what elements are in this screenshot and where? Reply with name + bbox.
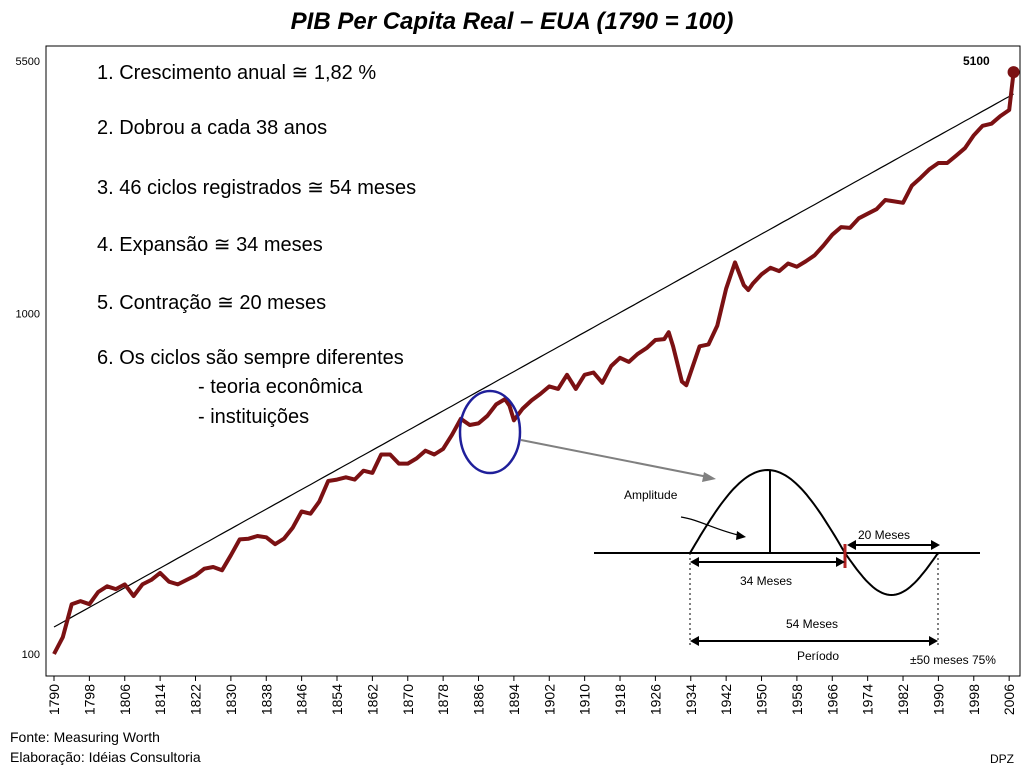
x-tick-label: 1990 — [930, 684, 946, 715]
x-tick-label: 1878 — [435, 684, 451, 715]
x-tick-label: 2006 — [1001, 684, 1017, 715]
expansion-arrow-head-left — [690, 557, 699, 567]
x-tick-label: 1894 — [506, 684, 522, 715]
note-6: 6. Os ciclos são sempre diferentes — [97, 347, 404, 369]
y-tick-label: 5500 — [16, 56, 40, 68]
note-4: 4. Expansão ≅ 34 meses — [97, 234, 323, 256]
highlight-layer — [458, 389, 716, 482]
x-axis: 1790 1798 1806 1814 1822 1830 1838 1846 1854 1862… — [46, 676, 1017, 715]
x-tick-label: 1974 — [860, 684, 876, 715]
x-tick-label: 1910 — [577, 684, 593, 715]
contraction-arrow-head-left — [847, 540, 856, 550]
end-point-marker — [1007, 66, 1020, 79]
x-tick-label: 1918 — [612, 684, 628, 715]
note-6b: - instituições — [198, 406, 310, 428]
y-tick-label: 100 — [22, 649, 40, 661]
author-tag: DPZ — [990, 752, 1014, 766]
plot-border — [45, 45, 1021, 677]
callout-arrow-head — [702, 472, 716, 482]
note-3: 3. 46 ciclos registrados ≅ 54 meses — [97, 177, 417, 199]
x-tick-label: 1886 — [471, 684, 487, 715]
cycle-arrow-head-left — [690, 636, 699, 646]
x-tick-label: 1942 — [718, 684, 734, 715]
period-footnote: ±50 meses 75% — [910, 653, 996, 667]
callout-arrow-line — [520, 439, 709, 478]
y-axis: 100 1000 5500 — [16, 56, 40, 661]
series-layer — [52, 66, 1020, 655]
cycle-label: 54 Meses — [786, 617, 839, 631]
amplitude-pointer — [680, 516, 743, 537]
cycle-arrow-head-right — [929, 636, 938, 646]
x-tick-label: 1830 — [223, 684, 239, 715]
expansion-arrow-head-right — [836, 557, 845, 567]
end-value-label: 5100 — [963, 54, 990, 68]
trend-line — [53, 93, 1014, 628]
highlight-ellipse — [458, 389, 522, 475]
amplitude-label: Amplitude — [624, 488, 678, 502]
x-tick-label: 1790 — [46, 684, 62, 715]
amplitude-pointer-head — [736, 531, 746, 540]
x-tick-label: 1950 — [754, 684, 770, 715]
x-tick-label: 1958 — [789, 684, 805, 715]
x-tick-label: 1822 — [188, 684, 204, 715]
y-tick-label: 1000 — [16, 308, 40, 320]
source-text: Fonte: Measuring Worth — [10, 729, 160, 745]
x-tick-label: 1814 — [152, 684, 168, 715]
contraction-label: 20 Meses — [858, 528, 911, 542]
x-tick-label: 1862 — [364, 684, 380, 715]
x-tick-label: 1902 — [541, 684, 557, 715]
x-tick-label: 1846 — [294, 684, 310, 715]
elaboration-text: Elaboração: Idéias Consultoria — [10, 749, 201, 765]
note-2: 2. Dobrou a cada 38 anos — [97, 117, 328, 139]
x-tick-label: 1998 — [966, 684, 982, 715]
plot-frame — [45, 45, 1021, 677]
x-tick-label: 1854 — [329, 684, 345, 715]
cycle-wave — [689, 468, 939, 597]
gdp-series-line — [52, 71, 1016, 655]
note-6a: - teoria econômica — [198, 376, 363, 398]
x-tick-label: 1806 — [117, 684, 133, 715]
x-tick-label: 1926 — [647, 684, 663, 715]
x-tick-label: 1838 — [258, 684, 274, 715]
period-label: Período — [797, 649, 840, 663]
x-tick-label: 1934 — [683, 684, 699, 715]
contraction-arrow-head-right — [931, 540, 940, 550]
x-tick-label: 1966 — [824, 684, 840, 715]
chart-title: PIB Per Capita Real – EUA (1790 = 100) — [290, 8, 734, 35]
note-1: 1. Crescimento anual ≅ 1,82 % — [97, 62, 377, 84]
note-5: 5. Contração ≅ 20 meses — [97, 292, 327, 314]
x-tick-label: 1870 — [400, 684, 416, 715]
expansion-label: 34 Meses — [740, 574, 793, 588]
x-tick-label: 1982 — [895, 684, 911, 715]
cycle-diagram — [594, 468, 980, 646]
x-tick-label: 1798 — [81, 684, 97, 715]
